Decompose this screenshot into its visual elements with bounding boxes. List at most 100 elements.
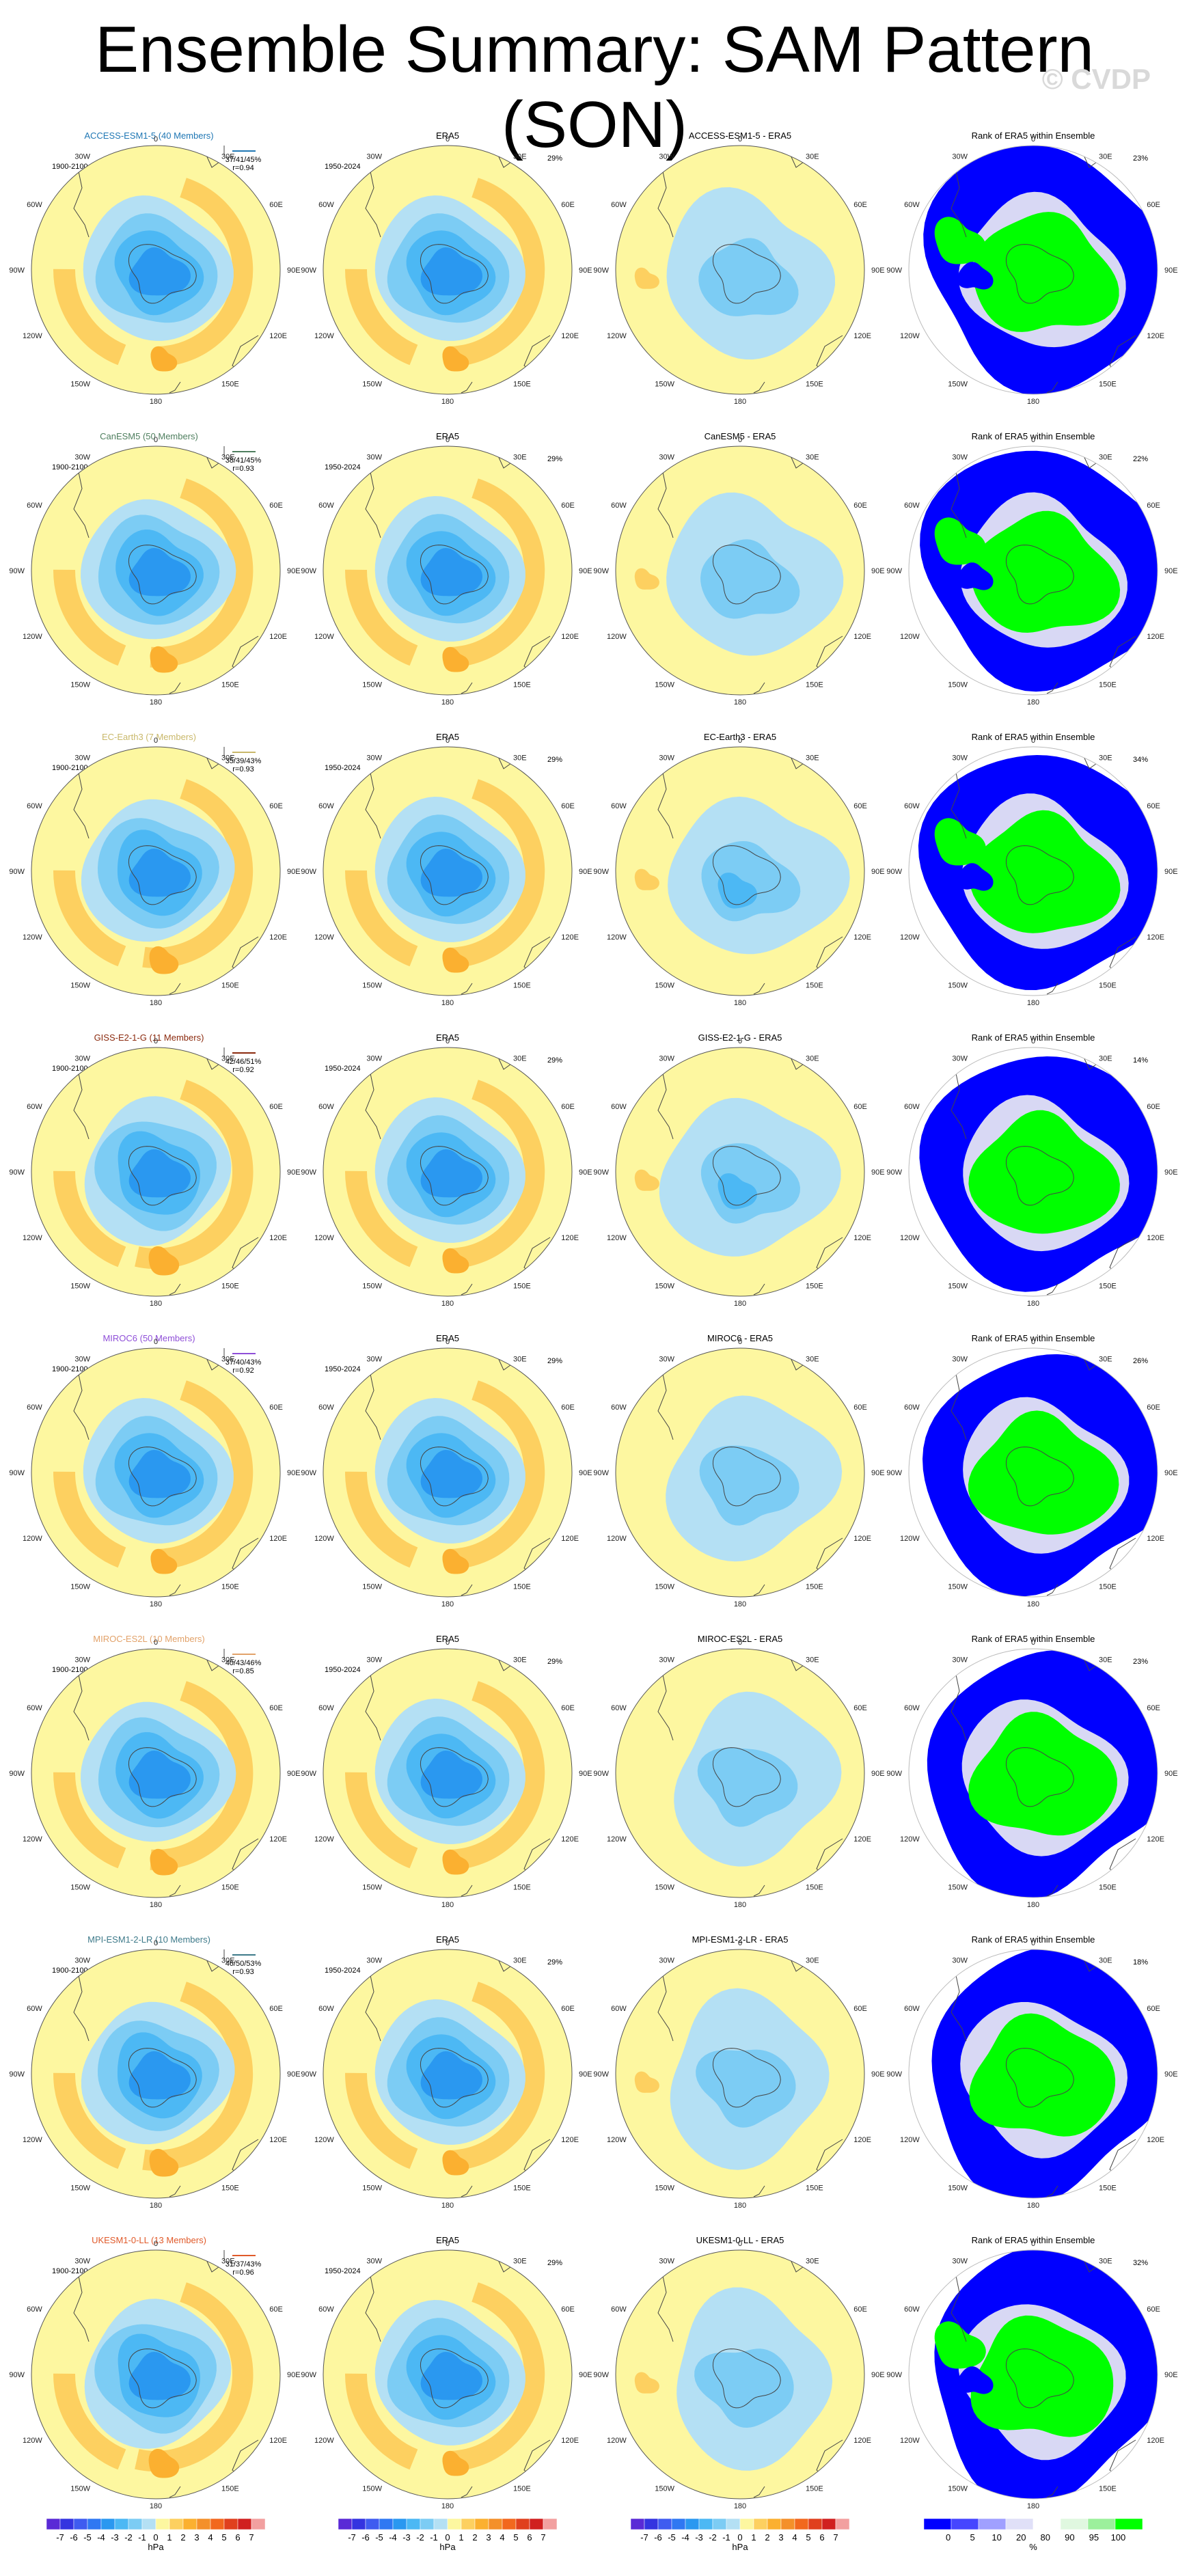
negative-anomaly-core [420,2352,482,2400]
antarctica-coastline [712,2048,781,2108]
south-america-coastline [951,1056,967,1140]
new-zealand-coastline [461,2185,473,2197]
lon-label-lon180: 180 [150,2202,162,2210]
colorbar-swatch [1005,2518,1034,2530]
model-panel-title: EC-Earth3 (7 Members) [102,732,196,742]
colorbar-swatch [447,2518,462,2530]
lon-label-w150: 150W [655,681,674,689]
lon-label-w120: 120W [314,1234,334,1242]
lon-label-e60: 60E [853,1403,867,1412]
rank-panel-title: Rank of ERA5 within Ensemble [972,732,1095,742]
lon-label-e30: 30E [513,1957,527,1965]
africa-coastline [1082,1655,1099,1671]
lon-label-w90: 90W [886,868,902,876]
map-boundary [323,2249,573,2499]
positive-difference-patch [634,868,659,890]
africa-coastline [1082,152,1099,168]
pattern-correlation: r=0.94 [232,164,254,172]
map-boundary [908,1949,1158,2199]
colorbar-tick-label: 0 [445,2532,450,2543]
africa-coastline [1082,1354,1099,1371]
lon-label-lon180: 180 [150,999,162,1007]
colorbar-swatch [780,2518,795,2530]
pattern-correlation: r=0.93 [232,1968,254,1976]
positive-anomaly-band [142,779,254,968]
colorbar-tick-label: -3 [402,2532,411,2543]
pattern-correlation: r=0.92 [232,1066,254,1074]
obs-panel-title: ERA5 [436,1934,459,1945]
antarctica-coastline [712,244,781,304]
lon-label-w90: 90W [886,567,902,575]
lon-label-e120: 120E [561,1234,579,1242]
colorbar-tick-label: 5 [970,2532,974,2543]
new-zealand-coastline [169,2185,181,2197]
lon-label-w120: 120W [314,1535,334,1543]
negative-difference-contour [694,2348,794,2428]
positive-anomaly-band [344,1772,418,1869]
lon-label-e60: 60E [561,1103,575,1111]
obs-pattern-panel: ERA5 1950-2024 29% 0 180 30W 60W 90W 120W 150W 30E… [301,1634,592,1909]
lon-label-e90: 90E [1164,1770,1178,1778]
positive-anomaly-band [53,2072,126,2169]
lon-label-w120: 120W [607,2136,627,2144]
map-boundary [615,1949,865,2199]
lon-label-e60: 60E [269,502,283,510]
lon-label-e90: 90E [871,2070,885,2079]
colorbar-swatch [1033,2518,1061,2530]
lon-label-w150: 150W [655,981,674,989]
lon-label-lon180: 180 [734,1600,746,1608]
antarctica-coastline [420,1146,489,1206]
lon-label-lat0: 0 [1031,1338,1035,1346]
pressure-field [31,446,280,695]
antarctica-coastline [1005,1146,1074,1206]
lon-label-e60: 60E [269,201,283,209]
colorbar-swatch [543,2518,558,2530]
lon-label-lat0: 0 [446,1037,450,1045]
pressure-field [323,446,572,695]
colorbar-tick-label: -2 [124,2532,133,2543]
new-zealand-coastline [169,1885,181,1897]
colorbar-swatch [474,2518,489,2530]
lon-label-w150: 150W [362,1883,382,1891]
pct-explained-range: 37/41/45% [226,156,262,164]
africa-coastline [789,2256,806,2273]
model-pattern-panel: UKESM1-0-LL (13 Members) 1900-2100 31/37/4… [9,2235,300,2510]
lon-label-e90: 90E [287,2371,301,2379]
lon-label-lat0: 0 [154,135,158,143]
rank-high-region [968,1712,1117,1836]
lon-label-lat0: 0 [446,1338,450,1346]
map-boundary [615,1047,865,1297]
lon-label-e120: 120E [1147,332,1164,340]
antarctica-coastline [1005,244,1074,304]
obs-period-label: 1950-2024 [325,764,361,772]
lon-label-e120: 120E [853,332,871,340]
lon-label-lat0: 0 [738,1939,742,1947]
negative-anomaly-core [128,2051,191,2100]
lon-label-e150: 150E [1099,2484,1117,2493]
obs-pct-explained: 29% [547,756,562,764]
lon-label-e90: 90E [579,567,592,575]
lon-label-w90: 90W [886,1469,902,1477]
lon-label-w90: 90W [593,1770,609,1778]
lon-label-e60: 60E [1147,1403,1160,1412]
lon-label-e60: 60E [1147,201,1160,209]
rank-pct: 23% [1133,1658,1148,1666]
map-boundary [615,145,865,395]
lon-label-w60: 60W [27,201,42,209]
lon-label-w150: 150W [70,380,90,388]
lon-label-w90: 90W [9,567,25,575]
model-period-label: 1900-2100 [52,2267,88,2275]
lon-label-w150: 150W [70,2484,90,2493]
positive-anomaly-core [150,346,178,372]
lon-label-w30: 30W [952,2258,968,2266]
lon-label-w150: 150W [70,981,90,989]
obs-panel-title: ERA5 [436,1333,459,1343]
lon-label-w150: 150W [362,681,382,689]
obs-panel-title: ERA5 [436,431,459,441]
lon-label-lon180: 180 [1027,2502,1039,2510]
new-zealand-coastline [461,1584,473,1596]
model-period-label: 1900-2100 [52,1365,88,1373]
rank-high-region [968,1110,1120,1234]
lon-label-lon180: 180 [1027,698,1039,707]
lon-label-lat0: 0 [446,2240,450,2248]
